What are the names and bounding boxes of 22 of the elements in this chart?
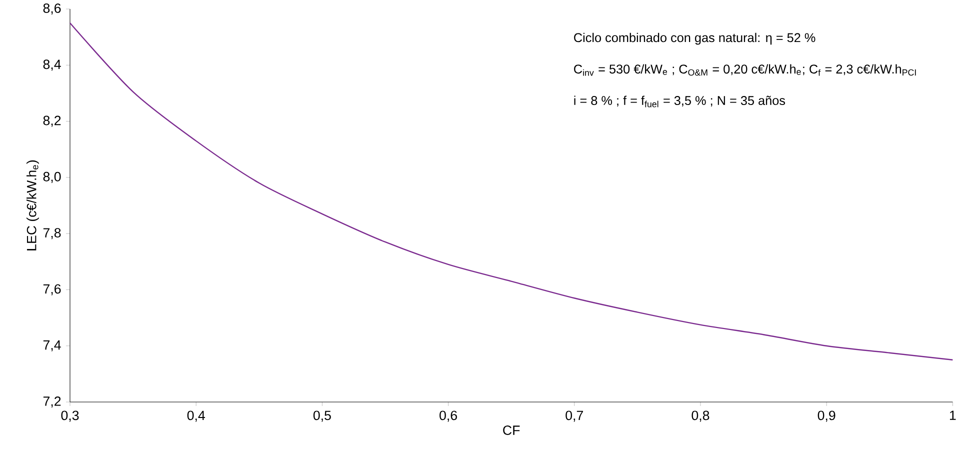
y-tick-label: 8,2 xyxy=(43,116,61,127)
x-tick-label: 0,5 xyxy=(313,410,331,422)
x-tick-label: 0,7 xyxy=(566,410,583,422)
x-tick-label: 0,3 xyxy=(61,410,79,422)
text: C$_{inv}$ = 530 €/kW$_{e}$ ; C$_{O&M}$ = 0,20 c€/kW.h$_{e}$; C$_{f}$ = 2,3 c€/kW.h$_{PCI}$ xyxy=(574,64,916,76)
y-tick-label: 7,8 xyxy=(43,228,61,240)
x-axis-title: CF xyxy=(503,426,520,435)
y-tick-label: 7,4 xyxy=(43,340,61,352)
y-axis-title: LEC (c€/kW.h$_{e}$) xyxy=(26,160,39,250)
annotation: Ciclo combinado con gas natural: η = 52 % xyxy=(574,32,816,45)
line-series xyxy=(69,22,954,360)
x-tick-label: 0,8 xyxy=(692,410,710,422)
x-tick-label: 0,9 xyxy=(818,410,836,422)
x-tick-label: 1 xyxy=(950,410,956,420)
y-tick-label: 8,0 xyxy=(43,172,61,183)
y-tick-label: 8,6 xyxy=(43,3,61,15)
x-tick-label: 0,4 xyxy=(187,410,205,422)
annotation: i = 8 % ; f = f$_{fuel}$ = 3,5 % ; N = 35 años xyxy=(574,96,786,108)
y-tick-label: 7,2 xyxy=(43,396,61,408)
y-tick-label: 8,4 xyxy=(43,60,61,71)
y-tick-label: 7,6 xyxy=(43,284,61,296)
x-tick-label: 0,6 xyxy=(440,410,457,422)
